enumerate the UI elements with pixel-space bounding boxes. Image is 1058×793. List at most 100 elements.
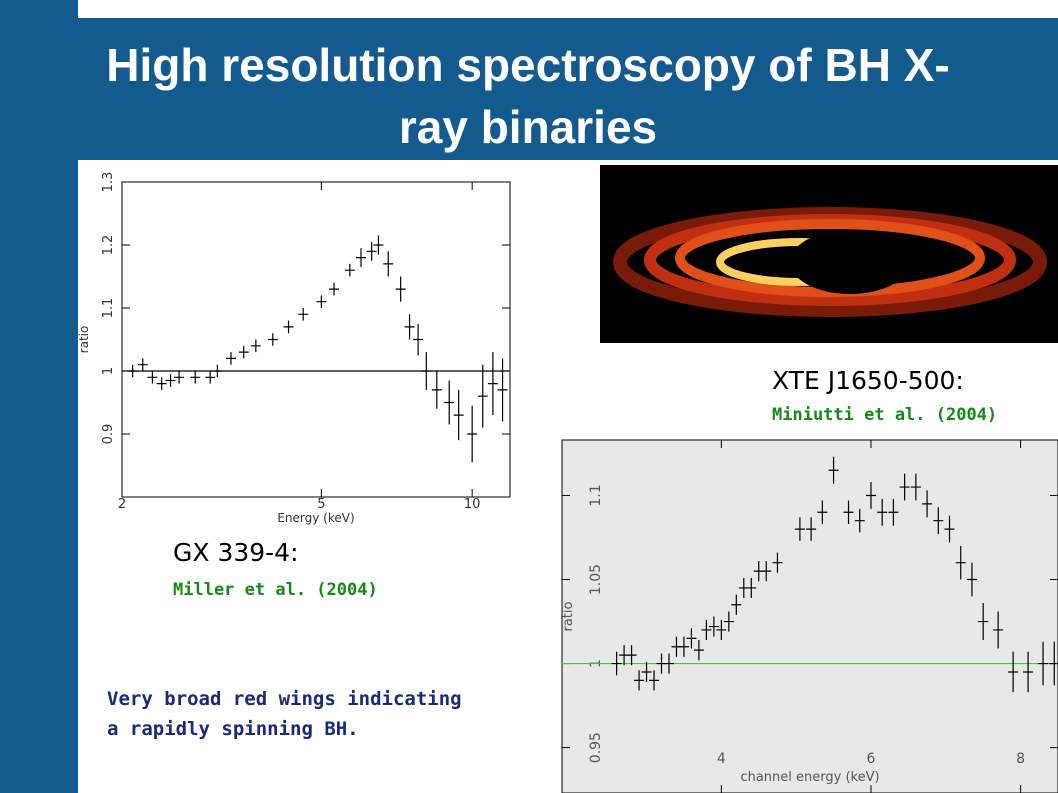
error-point [686,628,697,649]
source-name: GX 339-4: [173,538,299,567]
y-tick-label: 1.1 [588,484,604,506]
error-point [993,611,1004,649]
slide-title: High resolution spectroscopy of BH X-ray… [106,39,950,153]
error-point [865,482,876,509]
error-point [467,405,478,463]
error-point [761,561,772,582]
error-point [641,661,652,683]
title-band [78,18,1058,160]
y-tick-label: 0.9 [101,424,116,445]
error-point [611,651,622,676]
error-point [205,371,216,384]
x-tick-label: 4 [717,751,726,767]
error-point [708,616,719,637]
error-point [356,248,367,268]
y-tick-label: 1.1 [101,298,116,319]
note-line: Very broad red wings indicating [107,688,462,710]
error-point [922,490,933,518]
reference: Miller et al. (2004) [173,580,378,600]
source-name: XTE J1650-500: [772,366,964,395]
x-tick-label: 2 [118,497,126,512]
error-point [723,611,734,632]
error-point [165,374,176,387]
error-point [854,508,865,533]
error-point [731,594,742,615]
error-point [225,352,236,365]
error-point [843,500,854,525]
note-line: a rapidly spinning BH. [107,718,359,740]
error-point [1023,651,1034,693]
x-axis-label: channel energy (keV) [740,770,879,785]
error-point [444,380,455,425]
error-point [453,389,464,441]
x-tick-label: 6 [867,751,876,767]
error-point [487,352,498,416]
error-point [678,636,689,657]
error-point [190,371,201,384]
error-point [298,308,309,321]
error-point [283,320,294,334]
error-point [716,619,727,641]
error-point [910,473,921,501]
x-tick-label: 8 [1016,751,1025,767]
error-point [944,515,955,543]
plot-area [121,181,511,498]
error-point [373,235,384,255]
error-point [877,498,888,526]
x-tick-label: 10 [464,497,481,512]
error-point [404,314,415,340]
error-point [693,640,704,661]
plot-area [561,439,1058,793]
error-point [174,371,185,384]
error-point [772,552,783,573]
side-band [0,0,78,793]
error-point [649,670,660,691]
y-tick-label: 1.05 [588,564,604,595]
error-point [978,603,989,641]
error-point [344,263,355,277]
error-point [127,364,138,378]
error-point [966,562,977,597]
error-point [626,645,637,666]
reference: Miniutti et al. (2004) [772,405,998,425]
x-axis-label: Energy (keV) [277,511,354,525]
error-point [701,619,712,641]
error-point [817,500,828,525]
error-point [147,371,158,384]
y-axis-label: ratio [77,326,91,354]
error-point [828,456,839,484]
y-tick-label: 1.3 [101,172,116,193]
error-point [1038,641,1049,686]
error-point [238,345,249,359]
error-point [794,517,805,541]
error-point [634,670,645,691]
error-point [806,517,817,541]
error-point [477,364,488,428]
y-tick-label: 1 [101,367,116,375]
y-tick-label: 0.95 [588,732,604,763]
disk [613,207,1047,317]
error-point [663,653,674,674]
error-point [329,282,340,296]
error-point [212,364,223,378]
x-tick-label: 5 [317,497,325,512]
error-point [933,507,944,535]
error-point [1008,651,1019,693]
error-point [366,241,377,261]
error-point [395,276,406,302]
y-axis-label: ratio [561,601,576,631]
error-point [316,295,327,308]
error-point [267,333,278,346]
error-point [899,473,910,501]
error-point [746,577,757,599]
error-point [955,545,966,580]
y-tick-label: 1.2 [101,235,116,256]
error-point [421,352,432,390]
error-point [250,339,261,353]
error-point [888,498,899,526]
error-point [431,371,442,409]
error-point [413,323,424,356]
